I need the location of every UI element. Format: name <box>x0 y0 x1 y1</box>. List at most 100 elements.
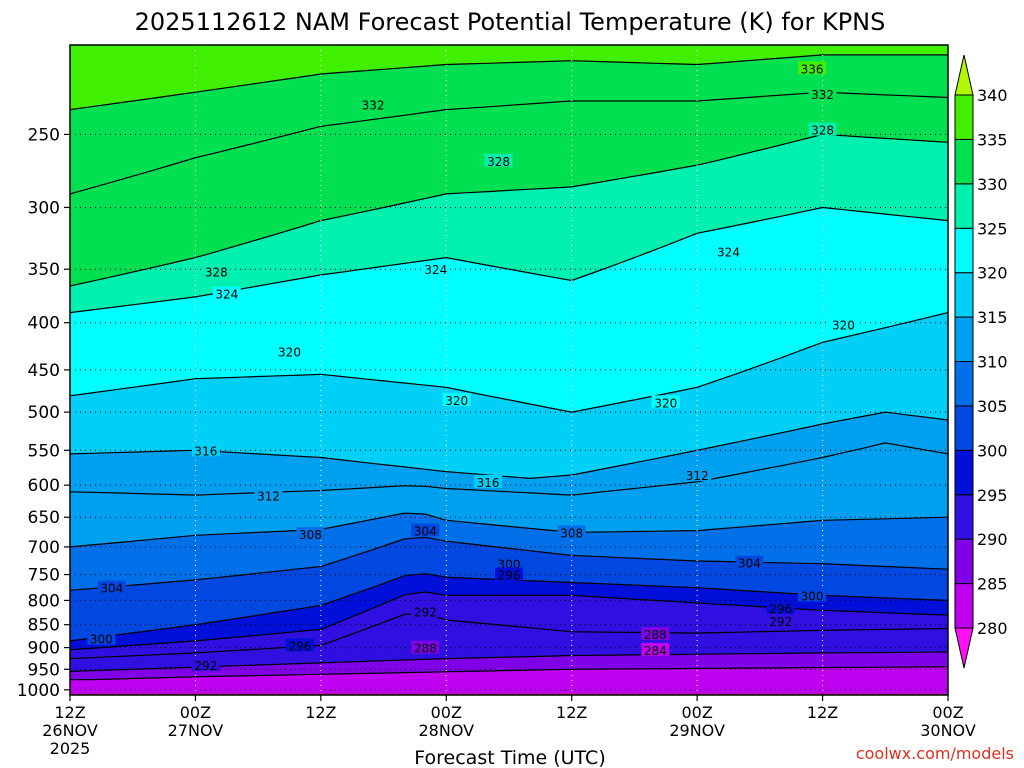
contour-332 <box>69 91 949 195</box>
contour-label-bg <box>296 527 325 541</box>
y-tick-label: 550 <box>28 441 60 461</box>
colorbar-top-arrow <box>954 54 974 96</box>
contour-label: 324 <box>215 288 238 302</box>
contour-label-bg <box>714 244 743 258</box>
x-tick-label: 28NOV <box>418 721 474 740</box>
y-tick-label: 400 <box>28 314 60 334</box>
contour-label-bg <box>683 468 712 482</box>
colorbar-bin-335 <box>954 94 974 140</box>
contour-label: 304 <box>414 525 437 539</box>
contour-label-bg <box>766 600 795 614</box>
colorbar-label: 300 <box>977 441 1008 460</box>
colorbar-label: 280 <box>977 619 1008 638</box>
contour-label: 300 <box>90 633 113 647</box>
contour-label: 292 <box>194 659 217 673</box>
contour-label: 332 <box>811 88 834 102</box>
contour-label: 312 <box>257 490 280 504</box>
colorbar-label: 340 <box>977 86 1008 105</box>
y-tick-label: 950 <box>28 660 60 680</box>
contour-label: 308 <box>299 528 322 542</box>
colorbar-bin-295 <box>954 449 974 496</box>
contour-284 <box>70 666 949 681</box>
plot-area <box>70 45 948 695</box>
contour-292 <box>69 612 949 660</box>
fill-band-below-284 <box>70 666 948 695</box>
y-tick-label: 650 <box>28 508 60 528</box>
contour-label: 320 <box>278 346 301 360</box>
contour-label: 288 <box>644 628 667 642</box>
contour-label: 324 <box>424 263 447 277</box>
colorbar-bottom-arrow <box>954 627 974 669</box>
contour-label: 320 <box>832 319 855 333</box>
contour-label: 328 <box>205 265 228 279</box>
x-axis-label: Forecast Time (UTC) <box>414 747 605 768</box>
colorbar-label: 305 <box>977 397 1008 416</box>
contour-label-bg <box>411 640 440 654</box>
contour-label-bg <box>411 604 440 618</box>
contour-label-bg <box>474 474 503 488</box>
colorbar-label: 325 <box>977 219 1008 238</box>
colorbar-label: 315 <box>977 308 1008 327</box>
contour-labels: 336 332 332 328 328 328 324 324 324 320 320 320 320 3… <box>87 61 858 673</box>
contour-308 <box>69 512 949 548</box>
contour-label: 292 <box>769 615 792 629</box>
contour-312 <box>69 442 949 496</box>
colorbar-bin-290 <box>954 494 974 540</box>
y-tick-label: 900 <box>28 639 60 659</box>
contour-304 <box>69 536 949 591</box>
contour-label-bg <box>495 556 523 570</box>
contour-label: 300 <box>801 589 824 603</box>
colorbar-bin-325 <box>954 183 974 229</box>
x-tick-label: 00Z <box>180 703 211 722</box>
colorbar: 340 335 330 325 320 315 310 305 300 295 290 285 280 <box>954 54 1008 669</box>
y-tick-label: 700 <box>28 538 60 558</box>
y-axis: 250 300 350 400 450 500 550 600 650 700 750 800 850 9… <box>17 125 70 701</box>
contour-label-bg <box>735 555 764 569</box>
contour-label-bg <box>411 523 440 537</box>
contour-label-bg <box>495 567 523 581</box>
contour-label: 320 <box>445 394 468 408</box>
contour-label: 296 <box>769 602 792 616</box>
y-tick-label: 750 <box>28 566 60 586</box>
contour-320 <box>69 312 949 413</box>
contour-label-bg <box>275 344 304 358</box>
contour-label-bg <box>285 638 314 652</box>
contour-label-bg <box>254 488 283 502</box>
contour-label: 320 <box>654 396 677 410</box>
contour-label-bg <box>641 642 670 656</box>
contour-328 <box>69 133 949 287</box>
colorbar-bin-310 <box>954 316 974 363</box>
contour-label: 332 <box>362 98 385 112</box>
x-tick-label: 30NOV <box>920 721 976 740</box>
contour-label-bg <box>808 122 837 136</box>
x-tick-label: 26NOV <box>42 721 98 740</box>
y-tick-label: 800 <box>28 591 60 611</box>
grid-lines <box>70 45 948 695</box>
x-tick-label: 12Z <box>807 703 838 722</box>
colorbar-label: 320 <box>977 264 1008 283</box>
contour-label: 316 <box>477 476 500 490</box>
x-tick-label: 12Z <box>305 703 336 722</box>
contour-label: 316 <box>194 444 217 458</box>
contour-336 <box>69 54 948 111</box>
contour-label-bg <box>202 264 231 278</box>
contour-label: 312 <box>686 469 709 483</box>
contour-label-bg <box>442 392 471 406</box>
contour-label: 304 <box>738 557 761 571</box>
y-tick-label: 500 <box>28 403 60 423</box>
contour-label: 284 <box>644 644 667 658</box>
x-tick-label: 00Z <box>932 703 963 722</box>
colorbar-bin-280 <box>954 583 974 629</box>
colorbar-bin-320 <box>954 227 974 274</box>
y-tick-label: 450 <box>28 361 60 381</box>
colorbar-bin-315 <box>954 272 974 318</box>
contour-label-bg <box>798 588 827 602</box>
y-tick-label: 1000 <box>17 681 60 701</box>
colorbar-bin-330 <box>954 138 974 185</box>
contour-label: 296 <box>288 639 311 653</box>
colorbar-label: 290 <box>977 530 1008 549</box>
y-tick-label: 300 <box>28 198 60 218</box>
x-tick-label: 12Z <box>54 703 85 722</box>
